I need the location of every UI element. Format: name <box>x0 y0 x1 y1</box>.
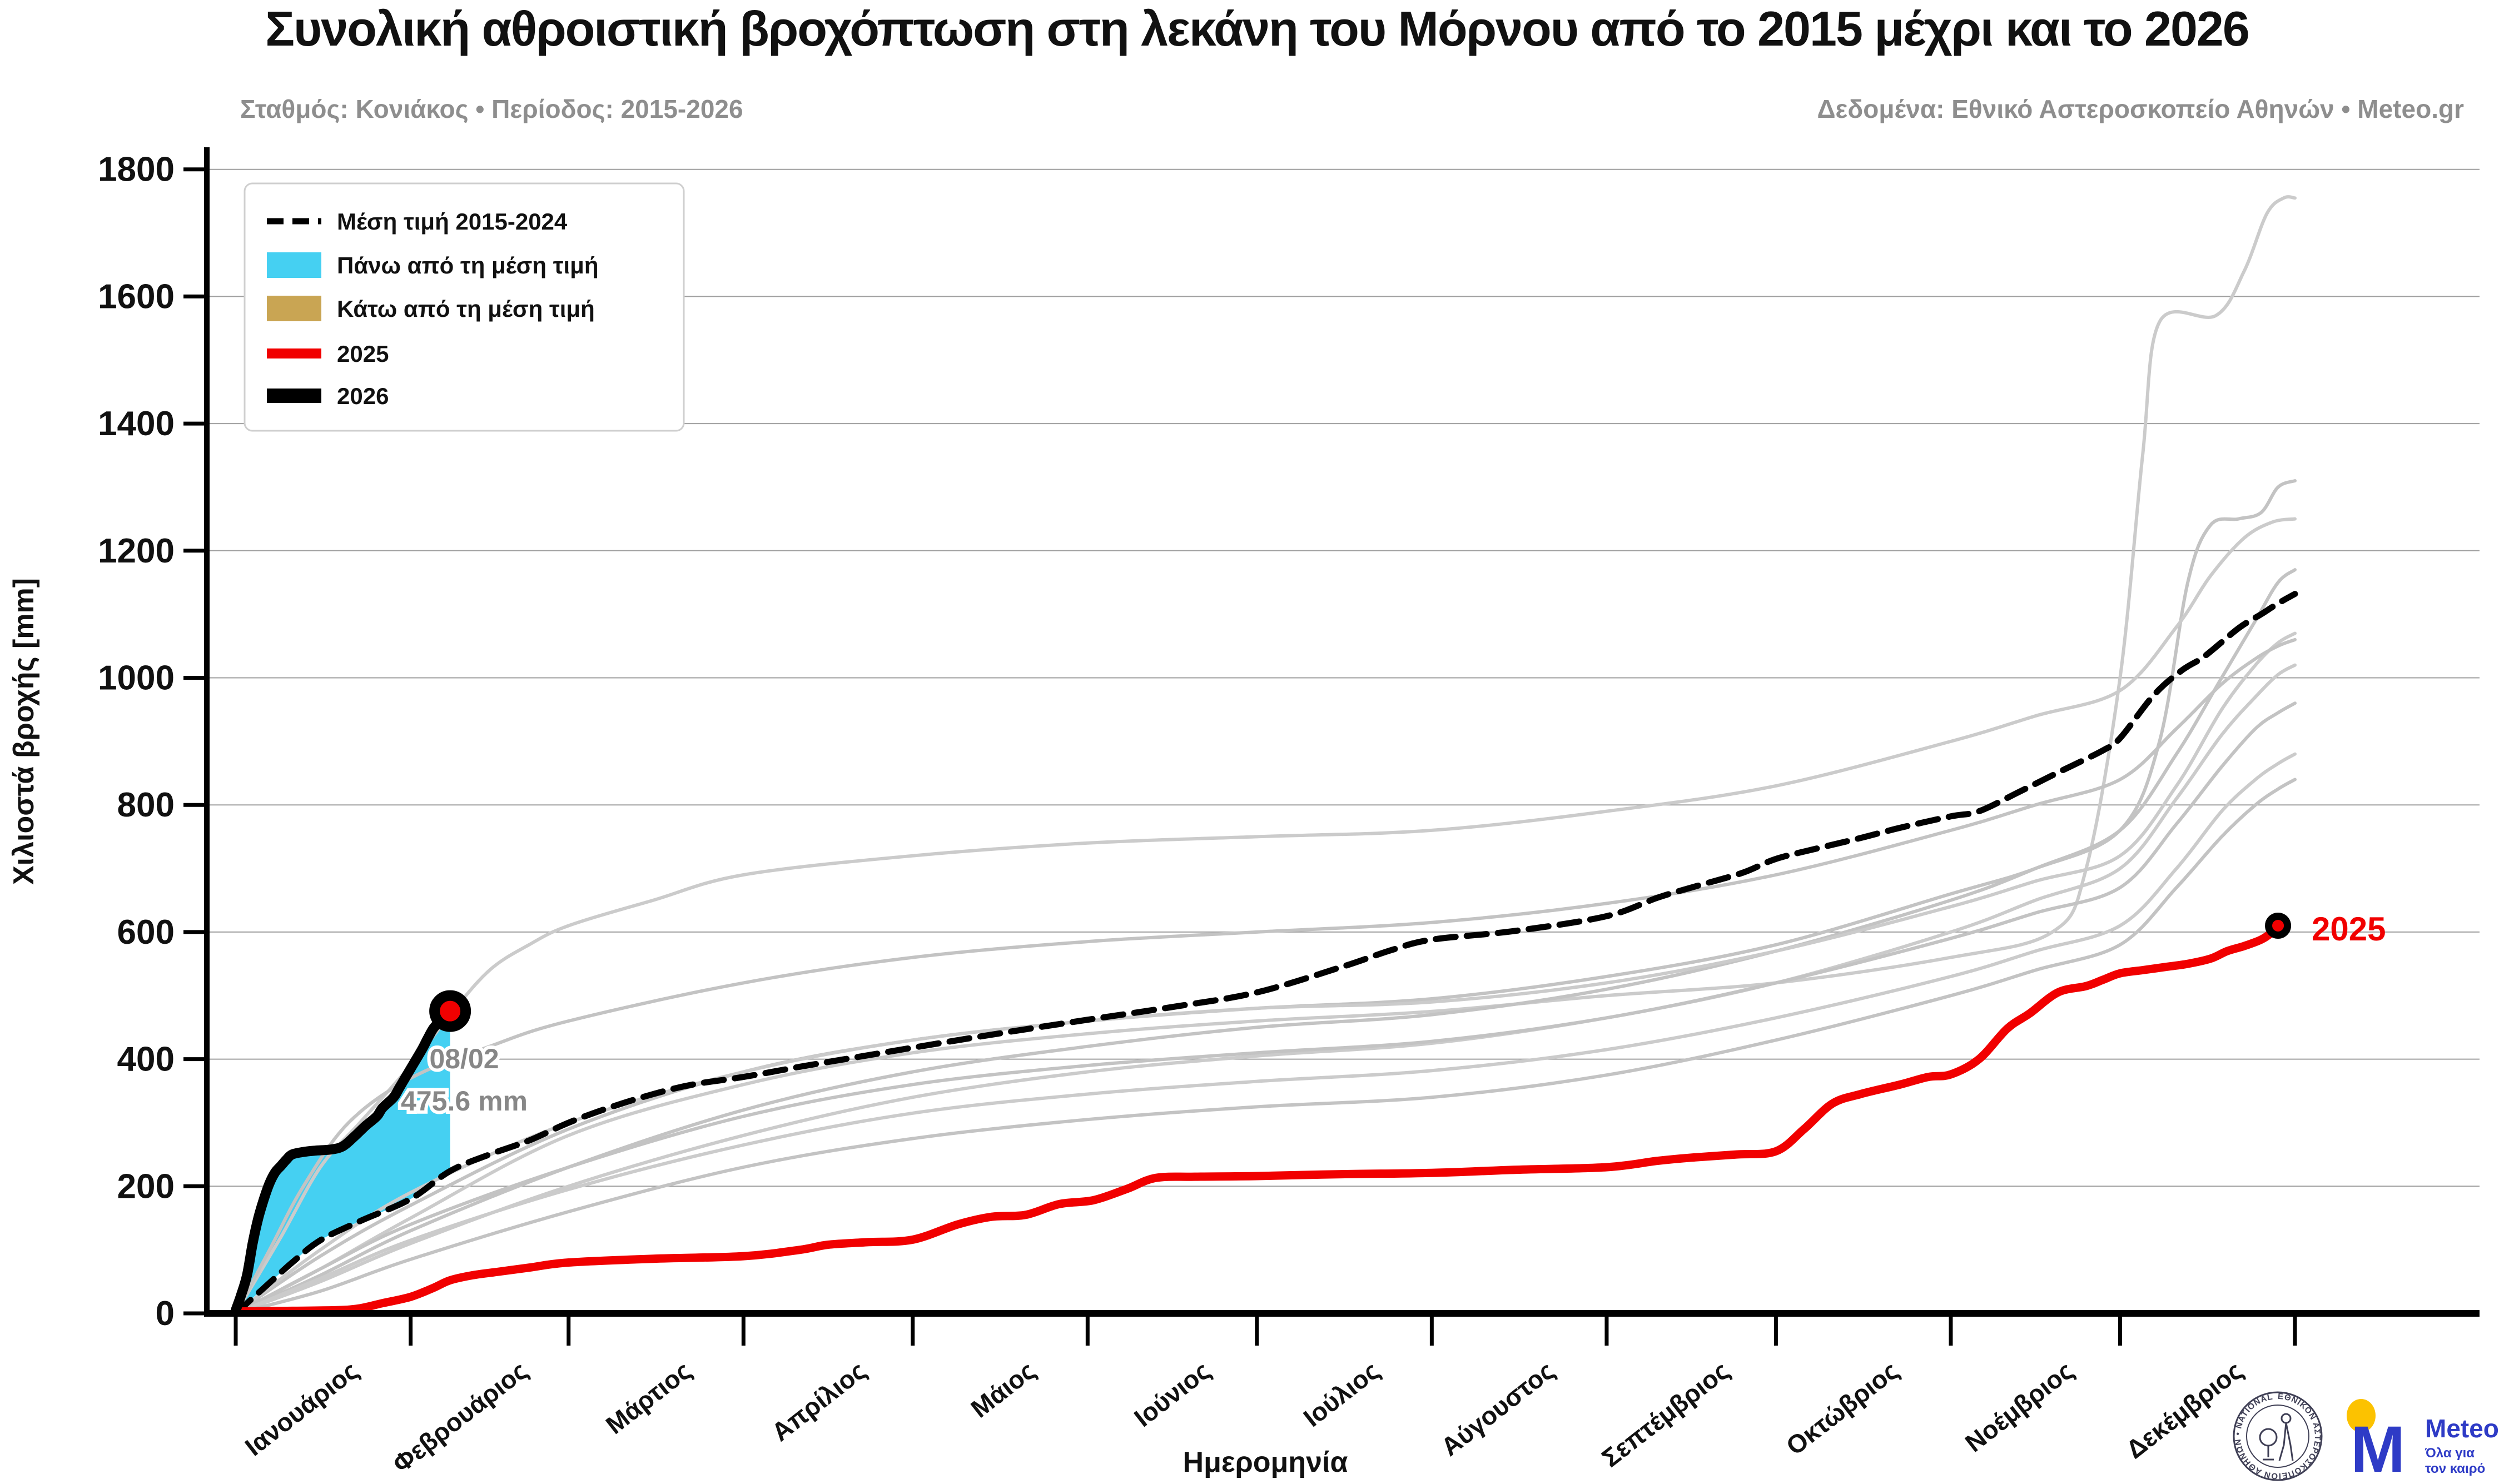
meteo-tagline-line1: Όλα για <box>2424 1446 2475 1461</box>
legend-item-above-mean: Πάνω από τη μέση τιμή <box>337 252 599 278</box>
annotation-2026-date: 08/02 <box>429 1043 499 1074</box>
legend-above-mean-swatch-icon <box>267 252 321 278</box>
endpoint-marker-2026 <box>429 990 471 1032</box>
x-tick-label-Αύγουστος: Αύγουστος <box>1435 1356 1560 1462</box>
fill-above-mean-2026 <box>236 1011 450 1313</box>
series-line-Έτος 2015-2024 (γραμμή 6) <box>234 638 2297 1315</box>
series-line-Έτος 2015-2024 (γραμμή 8) <box>234 701 2297 1315</box>
meteo-m-icon: M <box>2351 1413 2405 1484</box>
y-tick-label-600: 600 <box>117 913 175 952</box>
legend-item-2025: 2025 <box>337 341 389 367</box>
y-tick-label-1800: 1800 <box>98 151 175 189</box>
legend: Μέση τιμή 2015-2024 Πάνω από τη μέση τιμ… <box>244 182 685 432</box>
legend-item-mean: Μέση τιμή 2015-2024 <box>337 208 568 235</box>
subtitle-data-source: Δεδομένα: Εθνικό Αστεροσκοπείο Αθηνών • … <box>1817 94 2464 123</box>
series-line-Έτος 2015-2024 (γραμμή 1) <box>234 195 2297 1315</box>
x-axis-title: Ημερομηνία <box>1183 1446 1348 1478</box>
series-line-Έτος 2015-2024 (γραμμή 2) <box>234 479 2297 1315</box>
series-line-Έτος 2015-2024 (γραμμή 4) <box>234 568 2297 1315</box>
x-tick-label-Ιούλιος: Ιούλιος <box>1298 1356 1385 1432</box>
legend-item-below-mean: Κάτω από τη μέση τιμή <box>337 296 595 322</box>
x-tick-label-Ιανουάριος: Ιανουάριος <box>240 1356 364 1462</box>
axis-ticks <box>183 167 2297 1346</box>
x-tick-label-Μάρτιος: Μάρτιος <box>600 1356 697 1440</box>
endpoint-label-2025: 2025 <box>2312 910 2386 948</box>
legend-box <box>244 182 685 432</box>
annotation-2026-value: 475.6 mm <box>401 1085 528 1117</box>
y-tick-label-400: 400 <box>117 1040 175 1079</box>
y-tick-label-0: 0 <box>156 1294 175 1333</box>
y-tick-label-1200: 1200 <box>98 532 175 570</box>
x-tick-label-Οκτώβριος: Οκτώβριος <box>1781 1356 1904 1461</box>
series-line-Έτος 2015-2024 (γραμμή 10) <box>234 778 2297 1315</box>
axis-spines <box>204 147 2480 1317</box>
y-tick-label-1400: 1400 <box>98 405 175 443</box>
x-tick-label-Απρίλιος: Απρίλιος <box>766 1356 872 1447</box>
series-line-2026 <box>231 1006 455 1316</box>
y-tick-label-1000: 1000 <box>98 659 175 698</box>
y-tick-label-1600: 1600 <box>98 277 175 316</box>
series-line-2025 <box>231 922 2283 1316</box>
series-line-Έτος 2015-2024 (γραμμή 5) <box>234 631 2297 1315</box>
series-line-Έτος 2015-2024 (γραμμή 9) <box>234 752 2297 1315</box>
endpoint-markers <box>429 912 2292 1032</box>
endpoint-marker-2025 <box>2265 912 2292 939</box>
series-line-Μέση τιμή 2015-2024 <box>232 591 2298 1317</box>
x-tick-label-Νοέμβριος: Νοέμβριος <box>1960 1356 2079 1458</box>
x-tick-label-Ιούνιος: Ιούνιος <box>1129 1356 1216 1432</box>
series-line-Έτος 2015-2024 (γραμμή 7) <box>234 663 2297 1315</box>
page-title: Συνολική αθροιστική βροχόπτωση στη λεκάν… <box>265 1 2249 56</box>
above-mean-fill-band <box>236 1011 450 1313</box>
y-tick-label-200: 200 <box>117 1167 175 1206</box>
x-tick-label-Σεπτέμβριος: Σεπτέμβριος <box>1596 1356 1735 1473</box>
y-axis-title: Χιλιοστά βροχής [mm] <box>8 578 40 885</box>
subtitle-station-period: Σταθμός: Κονιάκος • Περίοδος: 2015-2026 <box>240 94 743 123</box>
legend-below-mean-swatch-icon <box>267 296 321 321</box>
x-tick-label-Δεκέμβριος: Δεκέμβριος <box>2120 1356 2248 1464</box>
x-tick-label-Μάιος: Μάιος <box>966 1356 1041 1423</box>
meteo-wordmark: Meteo <box>2425 1414 2499 1443</box>
data-series-lines <box>231 195 2298 1317</box>
meteo-sun-icon <box>2347 1399 2376 1432</box>
observatory-figure-icon <box>2259 1413 2294 1461</box>
meteo-logo: M Meteo Όλα για τον καιρό <box>2347 1399 2499 1484</box>
meteo-tagline-line2: τον καιρό <box>2425 1461 2485 1476</box>
y-tick-label-800: 800 <box>117 786 175 824</box>
legend-item-2026: 2026 <box>337 383 389 409</box>
x-tick-label-Φεβρουάριος: Φεβρουάριος <box>387 1356 533 1478</box>
